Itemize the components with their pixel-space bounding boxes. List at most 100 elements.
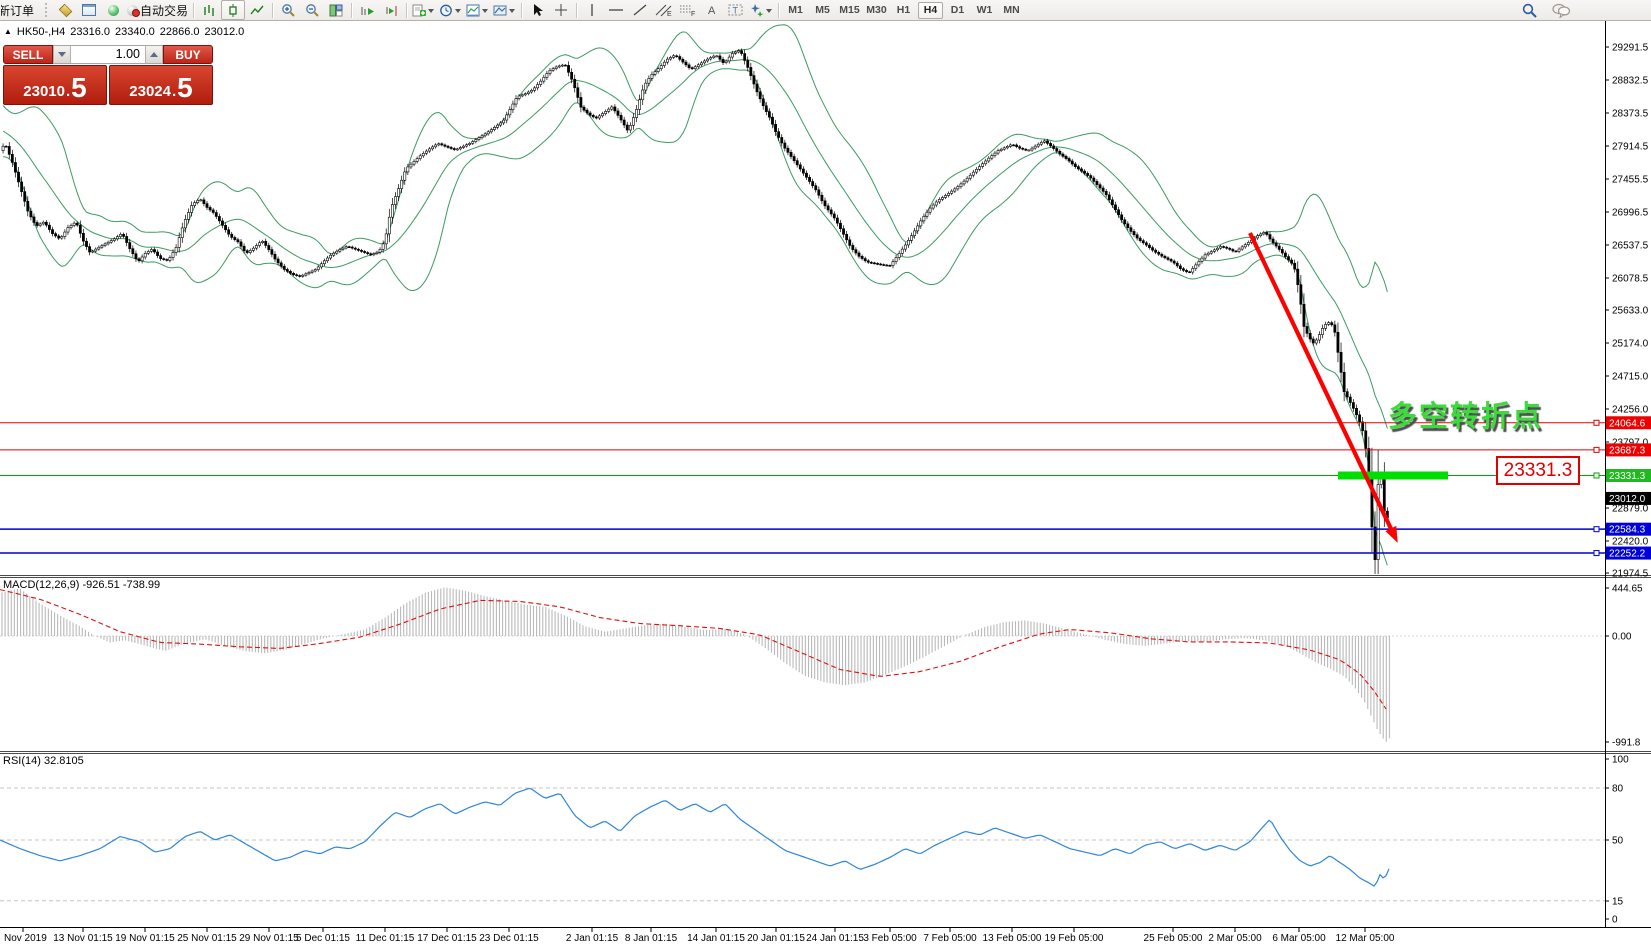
vertical-line-button[interactable] [580,0,604,20]
search-icon[interactable] [1522,3,1537,18]
price-axis-tick-label: 28373.5 [1612,108,1649,119]
timeframe-M1[interactable]: M1 [788,3,803,16]
timeframe-H4[interactable]: H4 [918,1,944,19]
periods-button[interactable] [437,0,464,20]
market-watch-button[interactable] [53,0,77,20]
timeframe-M30[interactable]: M30 [866,3,887,16]
buy-price-dot: . [171,83,177,100]
svg-text:E: E [667,11,672,17]
hline-handle[interactable] [1593,550,1600,557]
price-axis-tick-label: 27914.5 [1612,141,1649,152]
candlestick-chart-button[interactable] [221,0,246,20]
timeframe-D1[interactable]: D1 [950,3,965,16]
sell-button[interactable]: SELL [3,45,53,64]
autotrading-button[interactable]: 自动交易 [125,0,190,20]
ohlc-close: 23012.0 [204,26,245,38]
objects-list-icon [493,5,507,15]
toolbar-grip[interactable] [45,3,50,17]
volume-input[interactable]: 1.00 [115,47,140,61]
rsi-pane[interactable] [0,787,1605,902]
hline-handle[interactable] [1593,419,1600,426]
equidistant-channel-button[interactable]: E [652,0,676,20]
time-axis-label: 12 Mar 05:00 [1336,933,1395,944]
ohlc-open: 23316.0 [70,26,110,38]
timeframe-M15[interactable]: M15 [839,3,860,16]
time-axis-label: 23 Dec 01:15 [479,933,539,944]
chart-canvas[interactable]: 29291.5 28832.5 28373.5 27914.5 27455.5 26996… [0,20,1651,946]
price-axis-tick-label: 22420.0 [1612,536,1649,547]
buy-price-button[interactable]: 23024. 5 [109,65,213,105]
trend-highlight-segment[interactable] [1338,471,1448,480]
svg-text:22252.2: 22252.2 [1609,549,1646,560]
line-chart-button[interactable] [245,0,269,20]
crosshair-button[interactable] [549,0,573,20]
price-axis[interactable]: 29291.5 28832.5 28373.5 27914.5 27455.5 26996… [1605,43,1651,926]
chevron-down-icon [455,8,462,16]
terminal-button[interactable] [77,0,101,20]
toolbar-separator [521,2,523,18]
sell-price-button[interactable]: 23010. 5 [3,65,107,105]
templates-button[interactable] [464,0,491,20]
toolbar-separator [778,2,780,18]
turning-point-annotation[interactable]: 多空转折点 [1388,401,1544,433]
price-callout-box[interactable]: 23331.3 [1496,456,1580,485]
volume-increase-button[interactable] [145,46,163,63]
zoom-in-button[interactable] [276,0,300,20]
collapse-one-click-icon[interactable]: ▲ [4,27,12,36]
trendline-button[interactable] [628,0,652,20]
objects-list-button[interactable] [491,0,518,20]
rsi-axis-label: 100 [1612,755,1629,766]
new-order-button[interactable]: 新订单 [0,0,41,20]
sell-price-fraction: 5 [71,72,87,103]
fibonacci-button[interactable]: F [676,0,700,20]
cursor-button[interactable] [525,0,549,20]
horizontal-line-button[interactable] [604,0,628,20]
timeframe-M5[interactable]: M5 [815,3,830,16]
timeframe-W1[interactable]: W1 [976,3,993,16]
price-axis-price-label: 23331.3 [1606,468,1651,482]
price-axis-tick-label: 28832.5 [1612,75,1649,86]
text-label-button[interactable]: T [724,0,748,20]
time-axis-label: 7 Feb 05:00 [923,933,977,944]
zoom-out-button[interactable] [300,0,324,20]
timeframe-H1[interactable]: H1 [896,3,911,16]
bar-chart-button[interactable] [197,0,221,20]
text-button[interactable]: A [700,0,724,20]
time-axis[interactable]: Nov 2019 13 Nov 01:15 19 Nov 01:15 25 Nov 0… [4,928,1395,944]
timeframe-MN[interactable]: MN [1003,3,1020,16]
rsi-indicator-label: RSI(14) 32.8105 [3,755,84,767]
price-axis-tick-label: 23797.0 [1612,438,1649,449]
price-axis-price-label: 22584.3 [1606,522,1651,536]
time-axis-label: 19 Nov 01:15 [115,933,175,944]
time-axis-label: 6 Mar 05:00 [1272,933,1326,944]
data-center-button[interactable] [101,0,125,20]
macd-pane[interactable] [0,587,1605,742]
rsi-axis-label: 50 [1612,836,1624,847]
price-axis-price-label: 22252.2 [1606,546,1651,560]
hline-handle[interactable] [1593,446,1600,453]
text-icon: A [708,5,716,17]
chevron-down-icon [482,8,489,16]
svg-text:F: F [691,11,695,17]
hline-handle[interactable] [1593,472,1600,479]
chat-icon[interactable] [1551,3,1571,18]
arrows-button[interactable] [748,0,775,20]
price-axis-tick-label: 29291.5 [1612,43,1649,54]
price-axis-tick-label: 22879.0 [1612,503,1649,514]
sell-price-main: 23010 [23,83,65,100]
rsi-axis-label: 0 [1612,915,1618,926]
one-click-trading-panel: SELL 1.00 BUY 23010. 5 23024. 5 [3,45,213,105]
hline-handle[interactable] [1593,526,1600,533]
trend-arrow[interactable] [1248,232,1395,534]
auto-scroll-button[interactable] [355,0,379,20]
main-price-pane[interactable] [0,24,1605,595]
price-axis-price-label: 23012.0 [1606,491,1651,505]
add-indicator-button[interactable] [410,0,437,20]
tile-windows-button[interactable] [324,0,348,20]
svg-text:23687.3: 23687.3 [1609,445,1646,456]
time-axis-label: 8 Jan 01:15 [625,933,678,944]
volume-decrease-button[interactable] [53,46,71,63]
crosshair-icon [555,4,568,16]
buy-button[interactable]: BUY [163,45,213,64]
chart-shift-button[interactable] [379,0,403,20]
